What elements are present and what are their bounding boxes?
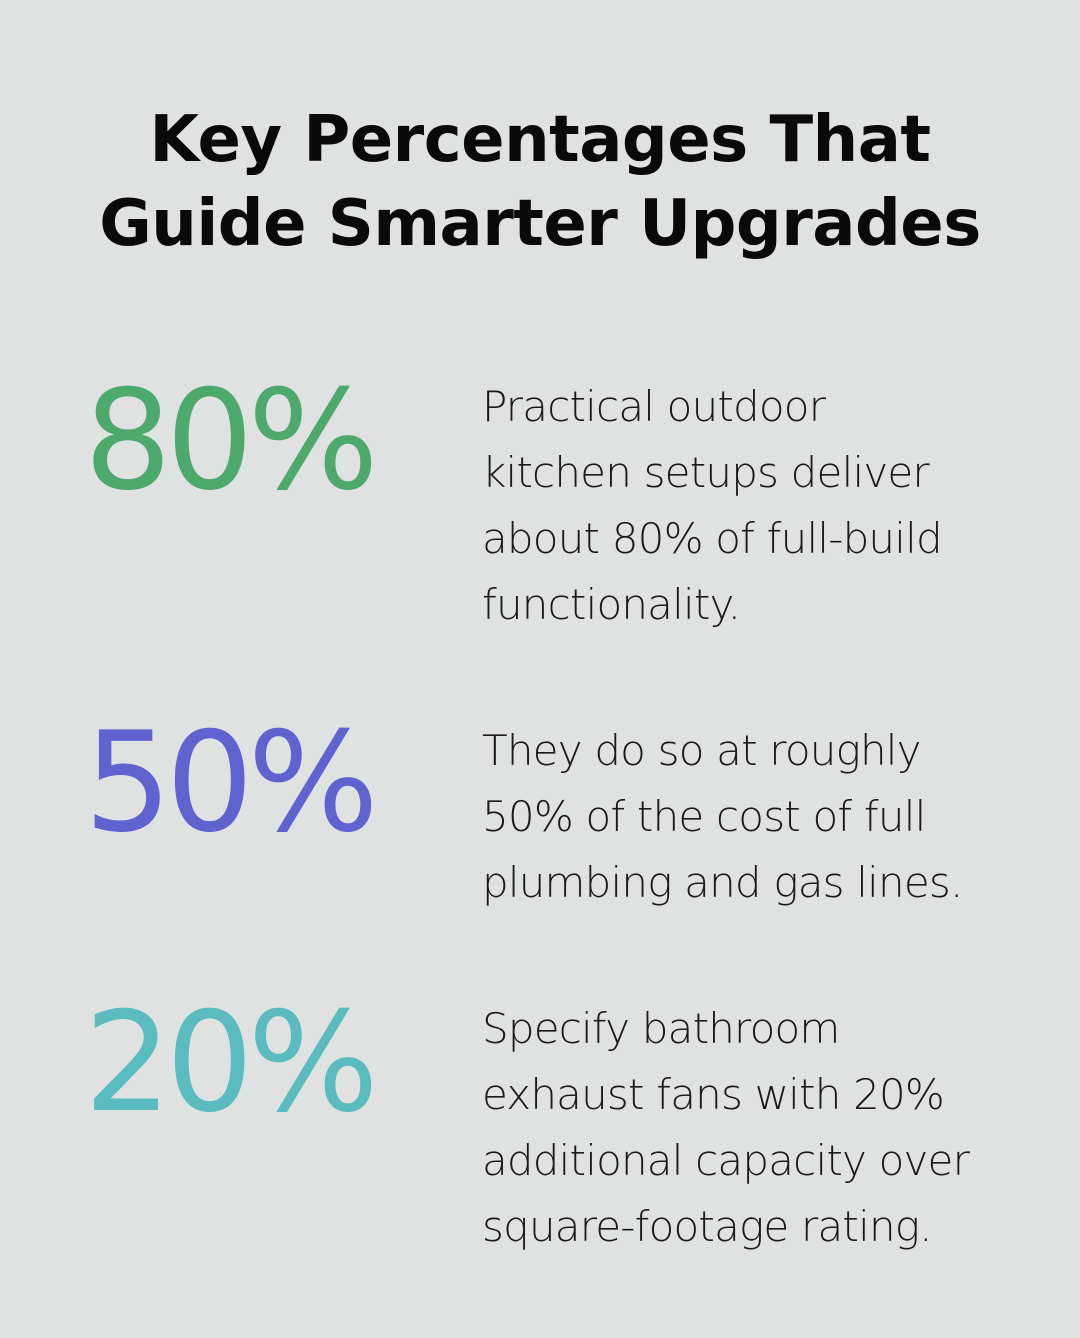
desc-line: plumbing and gas lines. bbox=[482, 858, 963, 907]
desc-line: kitchen setups deliver bbox=[482, 448, 930, 497]
desc-line: about 80% of full-build bbox=[482, 514, 943, 563]
desc-line: They do so at roughly bbox=[482, 726, 922, 775]
stat-description: Practical outdoor kitchen setups deliver… bbox=[482, 374, 1022, 638]
title-line-1: Key Percentages That bbox=[149, 103, 931, 177]
title-line-2: Guide Smarter Upgrades bbox=[99, 187, 981, 261]
desc-line: Practical outdoor bbox=[482, 382, 826, 431]
desc-line: 50% of the cost of full bbox=[482, 792, 926, 841]
desc-line: Specify bathroom bbox=[482, 1004, 840, 1053]
stat-value: 20% bbox=[84, 982, 379, 1143]
stat-value: 50% bbox=[84, 702, 379, 863]
desc-line: additional capacity over bbox=[482, 1136, 970, 1185]
stat-description: Specify bathroom exhaust fans with 20% a… bbox=[482, 996, 1022, 1260]
desc-line: functionality. bbox=[482, 580, 741, 629]
stat-description: They do so at roughly 50% of the cost of… bbox=[482, 718, 1022, 916]
desc-line: exhaust fans with 20% bbox=[482, 1070, 945, 1119]
page-title: Key Percentages That Guide Smarter Upgra… bbox=[0, 98, 1080, 266]
stat-value: 80% bbox=[84, 360, 379, 521]
desc-line: square-footage rating. bbox=[482, 1202, 933, 1251]
